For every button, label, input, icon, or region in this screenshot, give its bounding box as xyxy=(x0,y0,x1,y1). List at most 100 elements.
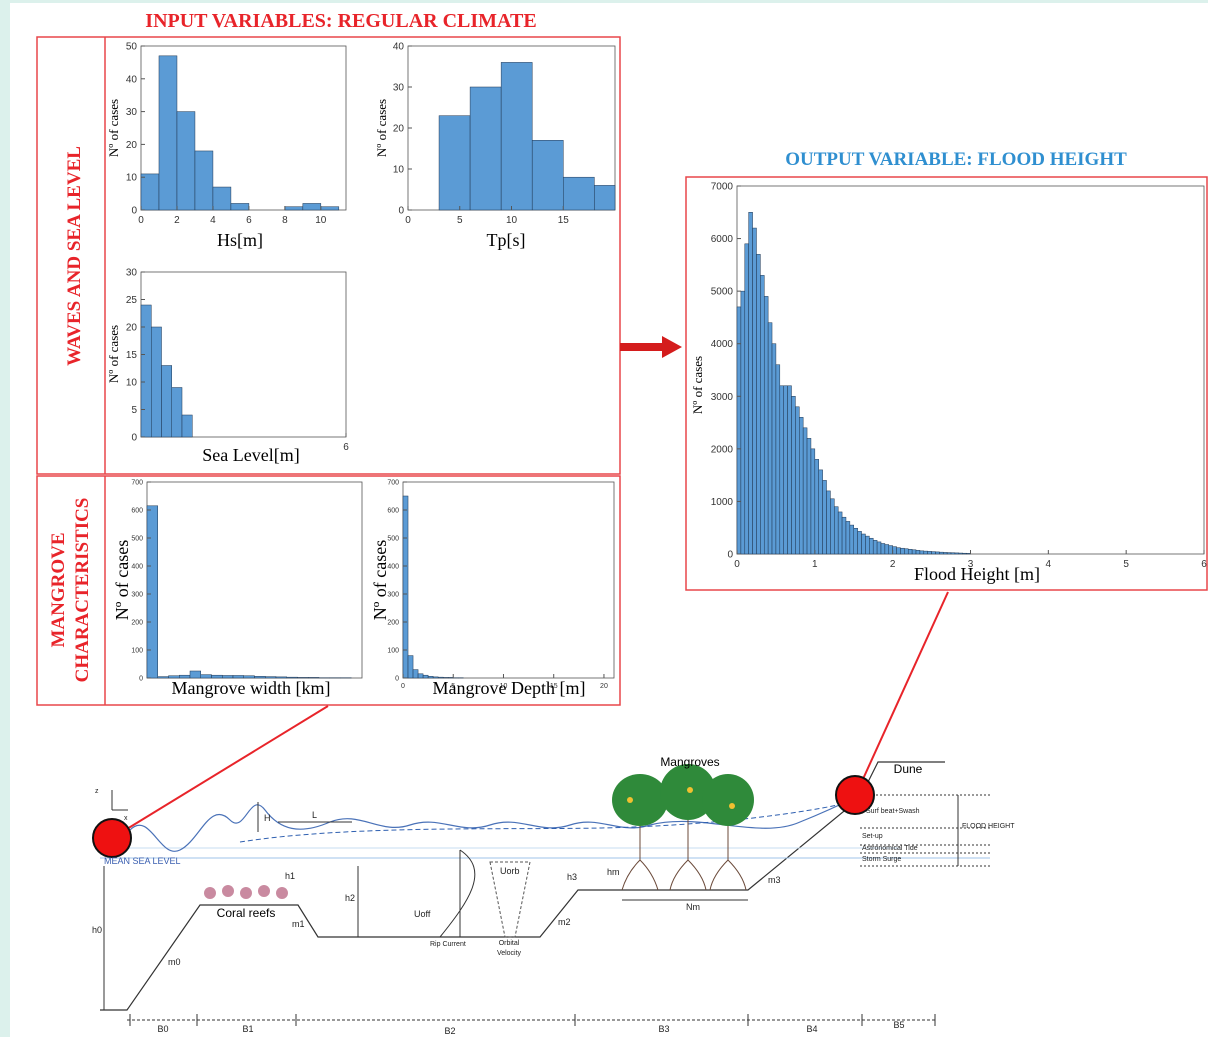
y-tick-label: 400 xyxy=(131,563,143,570)
y-tick-label: 1000 xyxy=(711,497,734,508)
x-tick-label: 6 xyxy=(1201,559,1207,570)
y-tick-label: 20 xyxy=(393,124,405,135)
bar xyxy=(321,207,339,210)
bar xyxy=(418,674,423,678)
x-tick-label: 0 xyxy=(138,215,144,226)
y-tick-label: 0 xyxy=(131,206,137,217)
label: m0 xyxy=(168,957,181,967)
bar xyxy=(967,553,971,554)
y-tick-label: 500 xyxy=(131,535,143,542)
bar xyxy=(772,344,776,554)
y-axis-label: Nº of cases xyxy=(112,540,132,621)
marker xyxy=(93,819,131,857)
bar xyxy=(158,677,169,678)
label: h0 xyxy=(92,925,102,935)
bar xyxy=(303,203,321,210)
y-tick-label: 10 xyxy=(393,165,405,176)
bar xyxy=(838,512,842,554)
bar xyxy=(151,327,161,437)
label: H xyxy=(264,813,271,823)
bar xyxy=(908,549,912,554)
y-tick-label: 15 xyxy=(126,350,138,361)
label: B5 xyxy=(893,1020,904,1030)
label: h2 xyxy=(345,893,355,903)
y-axis-label: Nº of cases xyxy=(690,356,705,414)
bar xyxy=(900,548,904,554)
x-tick-label: 1 xyxy=(812,559,818,570)
bar xyxy=(959,553,963,554)
y-tick-label: 40 xyxy=(393,42,405,53)
label: hm xyxy=(607,867,620,877)
bar xyxy=(799,417,803,554)
bar xyxy=(741,291,745,554)
y-tick-label: 4000 xyxy=(711,339,734,350)
bar xyxy=(190,671,201,678)
label: Dune xyxy=(894,762,923,776)
plot-area xyxy=(147,482,362,678)
label: Mangroves xyxy=(660,755,719,769)
x-tick-label: 4 xyxy=(210,215,216,226)
label: m2 xyxy=(558,917,571,927)
bar xyxy=(756,254,760,554)
x-tick-label: 2 xyxy=(174,215,180,226)
bar xyxy=(413,670,418,678)
label: z xyxy=(95,788,99,795)
x-tick-label: 6 xyxy=(343,442,349,453)
label: Astronomical Tide xyxy=(862,845,918,852)
plot-area xyxy=(403,482,614,678)
y-tick-label: 10 xyxy=(126,173,138,184)
bar xyxy=(776,365,780,554)
y-axis-label: Nº of cases xyxy=(374,99,389,157)
label: Nm xyxy=(686,902,700,912)
x-axis-label: Mangrove Depth [m] xyxy=(433,678,586,698)
x-tick-label: 6 xyxy=(246,215,252,226)
label: Surf beat+Swash xyxy=(866,808,920,815)
bar xyxy=(172,388,182,438)
bar xyxy=(858,531,862,554)
label: Velocity xyxy=(497,950,522,957)
bar xyxy=(811,449,815,554)
bar xyxy=(815,459,819,554)
bar xyxy=(834,507,838,554)
y-axis-label: Nº of cases xyxy=(106,99,121,157)
label: B0 xyxy=(157,1024,168,1034)
x-tick-label: 10 xyxy=(506,215,518,226)
x-axis-label: Tp[s] xyxy=(487,230,526,250)
bar xyxy=(947,553,951,554)
bar xyxy=(141,305,151,437)
x-tick-label: 0 xyxy=(405,215,411,226)
bar xyxy=(141,174,159,210)
y-tick-label: 0 xyxy=(131,433,137,444)
y-tick-label: 30 xyxy=(126,268,138,279)
y-tick-label: 200 xyxy=(131,619,143,626)
bar xyxy=(865,536,869,554)
x-tick-label: 2 xyxy=(890,559,896,570)
bar xyxy=(885,545,889,554)
bar xyxy=(745,244,749,554)
y-tick-label: 700 xyxy=(387,479,399,486)
y-axis-label: Nº of cases xyxy=(106,325,121,383)
y-tick-label: 600 xyxy=(387,507,399,514)
bar xyxy=(195,151,213,210)
bar xyxy=(881,543,885,554)
bar xyxy=(897,548,901,554)
y-tick-label: 600 xyxy=(131,507,143,514)
label: m1 xyxy=(292,919,305,929)
bar xyxy=(753,228,757,554)
label: Coral reefs xyxy=(217,906,276,920)
bar xyxy=(470,87,501,210)
x-tick-label: 0 xyxy=(401,683,405,690)
bar xyxy=(877,542,881,554)
bar xyxy=(594,185,615,210)
bar xyxy=(854,528,858,554)
x-tick-label: 10 xyxy=(315,215,327,226)
bar xyxy=(159,56,177,210)
bar xyxy=(213,187,231,210)
bar xyxy=(842,517,846,554)
bar xyxy=(231,203,249,210)
bar xyxy=(768,323,772,554)
bar xyxy=(760,275,764,554)
y-tick-label: 2000 xyxy=(711,444,734,455)
label: B2 xyxy=(444,1026,455,1036)
input-title: INPUT VARIABLES: REGULAR CLIMATE xyxy=(145,10,536,32)
